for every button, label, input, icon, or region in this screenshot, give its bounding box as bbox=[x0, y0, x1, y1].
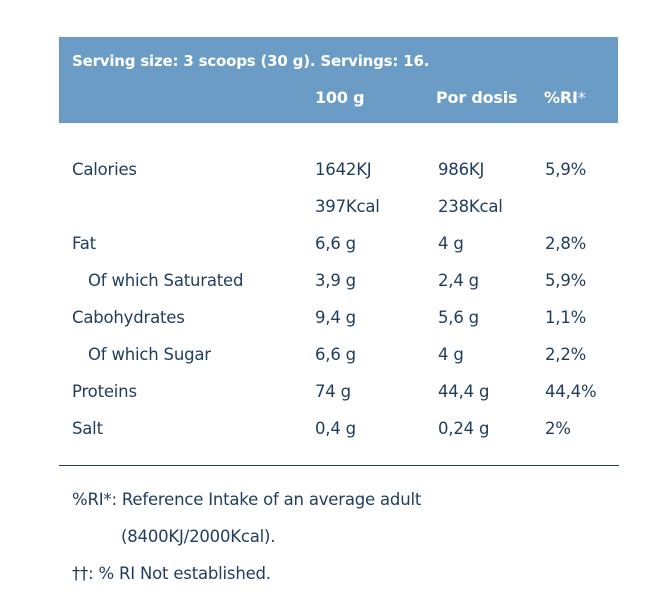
value-100g: 3,9 g bbox=[315, 271, 356, 290]
table-header: Serving size: 3 scoops (30 g). Servings:… bbox=[59, 37, 618, 123]
value-per-dose: 5,6 g bbox=[438, 308, 479, 327]
value-ri: 2% bbox=[545, 419, 571, 438]
nutrient-label: Of which Sugar bbox=[88, 345, 211, 364]
value-per-dose: 238Kcal bbox=[438, 197, 503, 216]
footnote-ri-values: (8400KJ/2000Kcal). bbox=[121, 527, 276, 546]
column-header-100g: 100 g bbox=[315, 88, 365, 107]
ri-label: %RI bbox=[544, 88, 578, 107]
value-ri: 2,2% bbox=[545, 345, 587, 364]
value-ri: 44,4% bbox=[545, 382, 597, 401]
value-per-dose: 4 g bbox=[438, 234, 464, 253]
table-row: Of which Sugar 6,6 g 4 g 2,2% bbox=[59, 345, 618, 382]
nutrient-label: Cabohydrates bbox=[72, 308, 185, 327]
value-per-dose: 44,4 g bbox=[438, 382, 490, 401]
value-ri: 5,9% bbox=[545, 271, 587, 290]
value-100g: 9,4 g bbox=[315, 308, 356, 327]
nutrient-label: Fat bbox=[72, 234, 96, 253]
table-row: Cabohydrates 9,4 g 5,6 g 1,1% bbox=[59, 308, 618, 345]
divider bbox=[59, 465, 619, 466]
table-row: Proteins 74 g 44,4 g 44,4% bbox=[59, 382, 618, 419]
table-row: Salt 0,4 g 0,24 g 2% bbox=[59, 419, 618, 456]
column-header-ri: %RI* bbox=[544, 88, 586, 107]
value-100g: 6,6 g bbox=[315, 345, 356, 364]
nutrient-label: Of which Saturated bbox=[88, 271, 244, 290]
value-per-dose: 0,24 g bbox=[438, 419, 490, 438]
table-row: Calories 1642KJ 986KJ 5,9% bbox=[59, 160, 618, 197]
value-ri: 1,1% bbox=[545, 308, 587, 327]
nutrient-rows: Calories 1642KJ 986KJ 5,9% 397Kcal 238Kc… bbox=[59, 160, 618, 456]
value-per-dose: 4 g bbox=[438, 345, 464, 364]
footnotes: %RI*: Reference Intake of an average adu… bbox=[72, 490, 421, 601]
nutrient-label: Calories bbox=[72, 160, 137, 179]
footnote-not-established: ††: % RI Not established. bbox=[72, 564, 271, 583]
value-per-dose: 2,4 g bbox=[438, 271, 479, 290]
nutrition-table: Serving size: 3 scoops (30 g). Servings:… bbox=[59, 37, 618, 123]
column-header-per-dose: Por dosis bbox=[436, 88, 518, 107]
value-ri: 5,9% bbox=[545, 160, 587, 179]
nutrient-label: Proteins bbox=[72, 382, 137, 401]
footnote-ri: %RI*: Reference Intake of an average adu… bbox=[72, 490, 422, 509]
nutrient-label: Salt bbox=[72, 419, 103, 438]
value-100g: 397Kcal bbox=[315, 197, 380, 216]
value-per-dose: 986KJ bbox=[438, 160, 485, 179]
value-100g: 74 g bbox=[315, 382, 351, 401]
serving-size-text: Serving size: 3 scoops (30 g). Servings:… bbox=[72, 52, 430, 70]
ri-asterisk: * bbox=[577, 88, 586, 107]
table-row: Of which Saturated 3,9 g 2,4 g 5,9% bbox=[59, 271, 618, 308]
table-row: Fat 6,6 g 4 g 2,8% bbox=[59, 234, 618, 271]
value-100g: 0,4 g bbox=[315, 419, 356, 438]
value-ri: 2,8% bbox=[545, 234, 587, 253]
value-100g: 6,6 g bbox=[315, 234, 356, 253]
value-100g: 1642KJ bbox=[315, 160, 372, 179]
table-row: 397Kcal 238Kcal bbox=[59, 197, 618, 234]
